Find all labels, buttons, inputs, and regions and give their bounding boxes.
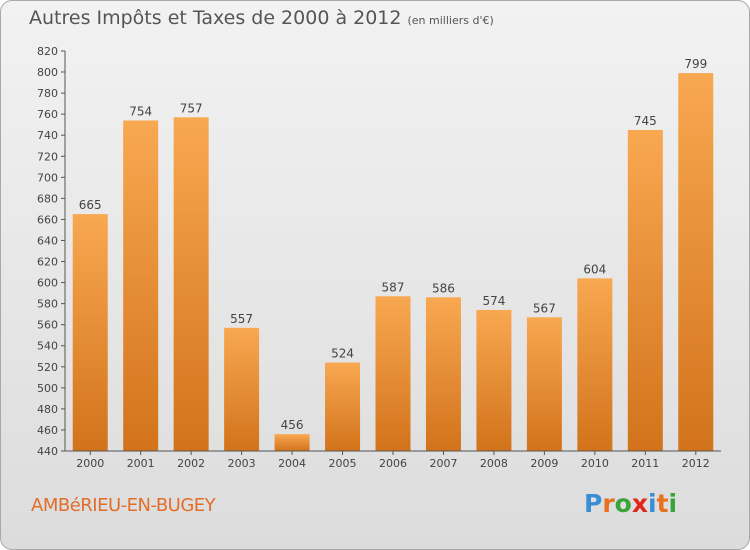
logo-letter: r — [602, 489, 615, 518]
y-axis: 440 460 480 500 520 540 560 580 600 620 640 660 680 7… — [37, 45, 66, 458]
y-tick-label: 620 — [37, 256, 58, 269]
y-tick-label: 540 — [37, 340, 58, 353]
y-tick-label: 660 — [37, 213, 58, 226]
data-label-2006: 587 — [382, 280, 405, 294]
y-tick-label: 560 — [37, 319, 58, 332]
y-tick-label: 820 — [37, 45, 58, 58]
logo-letter: P — [584, 489, 603, 518]
data-label-2011: 745 — [634, 114, 657, 128]
logo-letter: o — [614, 489, 632, 518]
y-tick-label: 720 — [37, 150, 58, 163]
bar-2005 — [325, 362, 361, 451]
x-tick-label-2010: 2010 — [581, 457, 609, 470]
y-tick-label: 640 — [37, 234, 58, 247]
x-tick-label-2011: 2011 — [631, 457, 659, 470]
data-label-2008: 574 — [482, 294, 505, 308]
data-labels: 665 754 757 557 456 524 587 586 574 567 604 745 799 — [79, 57, 707, 432]
x-tick-label-2009: 2009 — [530, 457, 558, 470]
x-tick-label-2007: 2007 — [429, 457, 457, 470]
logo-letter: i — [648, 489, 657, 518]
y-tick-label: 760 — [37, 108, 58, 121]
bars — [72, 73, 714, 452]
chart-title: Autres Impôts et Taxes de 2000 à 2012 — [29, 7, 402, 29]
x-tick-label-2005: 2005 — [329, 457, 357, 470]
x-tick-label-2001: 2001 — [127, 457, 155, 470]
bar-2012 — [678, 73, 714, 452]
logo-letter: t — [656, 489, 669, 518]
x-tick-label-2012: 2012 — [682, 457, 710, 470]
bar-2008 — [476, 309, 512, 451]
bar-2002 — [173, 117, 209, 451]
y-tick-label: 460 — [37, 424, 58, 437]
bar-2011 — [627, 129, 663, 451]
x-tick-label-2008: 2008 — [480, 457, 508, 470]
y-tick-label: 580 — [37, 298, 58, 311]
commune-name: AMBéRIEU-EN-BUGEY — [31, 495, 216, 516]
bar-2004 — [274, 434, 310, 451]
data-label-2009: 567 — [533, 301, 556, 315]
y-tick-label: 740 — [37, 129, 58, 142]
data-label-2004: 456 — [281, 418, 304, 432]
y-tick-label: 500 — [37, 382, 58, 395]
data-label-2002: 757 — [180, 101, 203, 115]
y-tick-label: 520 — [37, 361, 58, 374]
x-axis: 2000 2001 2002 2003 2004 2005 2006 2007 2008 2009… — [65, 450, 721, 470]
data-label-2010: 604 — [583, 262, 606, 276]
y-tick-label: 700 — [37, 171, 58, 184]
bar-2007 — [425, 297, 461, 451]
y-tick-label: 440 — [37, 445, 58, 458]
x-tick-label-2000: 2000 — [76, 457, 104, 470]
y-tick-label: 800 — [37, 66, 58, 79]
proxiti-logo: Proxiti — [584, 489, 677, 518]
x-tick-label-2003: 2003 — [228, 457, 256, 470]
x-tick-label-2004: 2004 — [278, 457, 306, 470]
data-label-2005: 524 — [331, 347, 354, 361]
data-label-2003: 557 — [230, 312, 253, 326]
bar-2003 — [224, 327, 260, 451]
y-tick-label: 480 — [37, 403, 58, 416]
bar-2001 — [123, 120, 159, 451]
bar-2000 — [72, 214, 108, 451]
y-tick-label: 680 — [37, 192, 58, 205]
data-label-2007: 586 — [432, 281, 455, 295]
data-label-2012: 799 — [684, 57, 707, 71]
y-tick-label: 780 — [37, 87, 58, 100]
data-label-2000: 665 — [79, 198, 102, 212]
logo-letter: i — [668, 489, 678, 518]
bar-2009 — [526, 317, 562, 451]
y-tick-label: 600 — [37, 277, 58, 290]
data-label-2001: 754 — [129, 104, 152, 118]
chart-title-block: Autres Impôts et Taxes de 2000 à 2012 (en… — [29, 7, 494, 29]
x-tick-label-2002: 2002 — [177, 457, 205, 470]
chart-unit: (en milliers d'€) — [407, 14, 494, 27]
bar-2010 — [577, 278, 613, 451]
logo-letter: x — [631, 489, 648, 518]
bar-2006 — [375, 296, 411, 451]
x-tick-label-2006: 2006 — [379, 457, 407, 470]
